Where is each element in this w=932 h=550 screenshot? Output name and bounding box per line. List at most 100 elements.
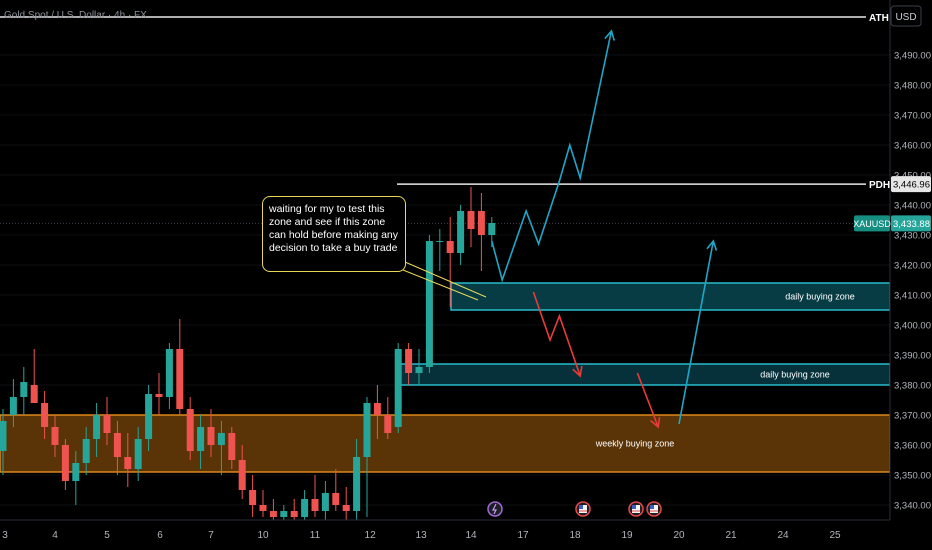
time-tick-label: 3 [2,530,8,541]
candle-body [311,499,319,511]
candle-body [217,433,225,445]
time-tick-label: 10 [257,530,269,541]
price-tick-label: 3,450.00 [894,171,931,182]
candle-body [228,433,236,460]
price-tick-label: 3,390.00 [894,351,931,362]
candle-body [446,241,454,253]
price-tick-label: 3,340.00 [894,501,931,512]
price-axis[interactable]: USD 3,340.00 3,350.00 3,360.00 3,370.00 3,380… [853,0,932,550]
candle-body [134,439,142,469]
candle-body [238,460,246,490]
price-tick-label: 3,400.00 [894,321,931,332]
zone-label: weekly buying zone [595,439,675,449]
lightning-icon[interactable] [487,501,503,517]
projection-up-arrow [491,30,613,283]
time-tick-label: 24 [777,530,789,541]
candle-body [394,349,402,427]
time-tick-label: 14 [465,530,477,541]
buying-zones: daily buying zone daily buying zone weekly… [0,282,891,473]
candle-body [103,415,111,433]
level-tag-ath: ATH [869,13,889,24]
chart-title: Gold Spot / U.S. Dollar · 4h · FX [4,10,147,21]
grid-lines [0,54,890,506]
candle-body [249,490,257,505]
price-axis-bg [890,0,932,550]
symbol-label: XAUUSD [853,219,891,229]
candle-body [41,403,49,427]
candle-body [405,349,413,373]
price-tick-label: 3,380.00 [894,381,931,392]
price-levels: ATH PDH [0,13,890,191]
candle-body [155,394,163,397]
candle-body [425,241,433,367]
candle-body [0,421,7,451]
level-tag-pdh: PDH [869,180,890,191]
projection-down-arrow [636,372,659,428]
price-tick-label: 3,490.00 [894,51,931,62]
currency-box [890,5,922,27]
time-tick-label: 25 [829,530,841,541]
time-axis[interactable]: 3 4 5 6 7 10 11 12 13 14 17 18 19 20 21 24 25 [0,519,932,550]
candle-body [290,511,298,517]
candle-body [332,493,340,505]
time-tick-label: 19 [621,530,633,541]
candle-body [72,463,80,481]
annotation-callout: waiting for my to test this zone and see… [262,196,406,272]
candle-body [259,505,267,511]
us-flag-icon[interactable] [575,501,591,517]
candle-body [301,499,309,517]
candle-body [113,433,121,457]
price-tick-label: 3,440.00 [894,201,931,212]
candle-body [124,457,132,469]
time-tick-label: 21 [725,530,737,541]
candle-body [373,403,381,415]
projection-down-arrow-head [572,366,583,378]
projection-up-arrow-head [706,239,718,251]
us-flag-icon[interactable] [628,501,644,517]
time-tick-label: 17 [517,530,529,541]
candle-body [207,427,215,445]
pdh-price-badge [891,176,931,193]
zone-label: daily buying zone [760,370,830,380]
candle-body [165,349,173,397]
projection-arrows [491,29,718,429]
last-price-label: 3,433.88 [893,219,930,230]
candle-body [353,457,361,511]
price-tick-label: 3,420.00 [894,261,931,272]
candle-body [197,427,205,451]
projection-up-arrow-head [604,29,616,41]
callout-connector [397,261,487,301]
last-price-badge [891,215,931,232]
candle-body [269,511,277,517]
zone-weekly [0,414,891,473]
symbol-badge [854,215,890,232]
candle-body [477,211,485,235]
candle-body [384,415,392,433]
price-tick-label: 3,360.00 [894,441,931,452]
price-tick-label: 3,410.00 [894,291,931,302]
price-tick-label: 3,470.00 [894,111,931,122]
candle-body [176,349,184,409]
time-tick-label: 11 [310,530,321,541]
candlesticks [0,187,496,520]
candle-body [488,223,496,235]
event-markers[interactable] [487,501,662,517]
time-tick-label: 5 [104,530,110,541]
candle-body [30,385,38,403]
time-tick-label: 13 [416,530,428,541]
us-flag-icon[interactable] [646,501,662,517]
price-tick-label: 3,460.00 [894,141,931,152]
candle-body [467,211,475,229]
price-tick-label: 3,480.00 [894,81,931,92]
callout-pointer [397,261,487,301]
candle-body [415,367,423,373]
projection-down-arrow-head [650,416,661,429]
time-tick-label: 20 [673,530,685,541]
candle-body [9,397,17,415]
time-tick-label: 4 [52,530,58,541]
candle-body [436,241,444,242]
candle-body [82,439,90,463]
time-tick-label: 18 [569,530,581,541]
time-tick-label: 6 [157,530,163,541]
